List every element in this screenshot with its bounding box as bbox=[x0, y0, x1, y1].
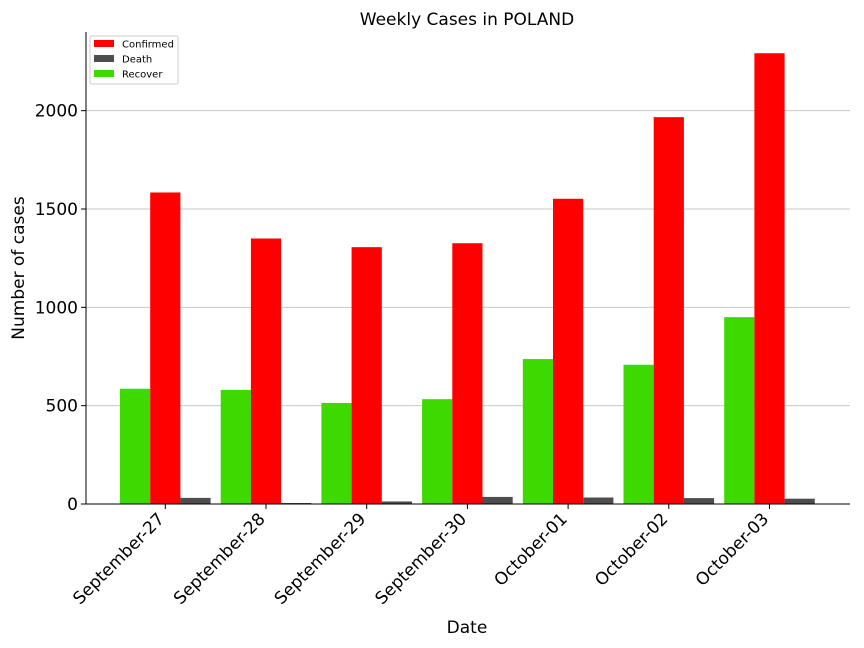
legend: Confirmed Death Recover bbox=[89, 35, 179, 85]
legend-label: Recover bbox=[122, 70, 163, 81]
bar-death bbox=[784, 498, 815, 504]
bar-death bbox=[381, 501, 412, 504]
bar-recover bbox=[522, 359, 553, 504]
bar-confirmed bbox=[553, 198, 584, 505]
x-tick-label: September-29 bbox=[271, 509, 370, 608]
x-tick-label: September-27 bbox=[69, 509, 168, 608]
bar-confirmed bbox=[452, 243, 483, 504]
legend-swatch bbox=[94, 40, 114, 47]
bar-recover bbox=[321, 402, 352, 504]
bar-confirmed bbox=[150, 192, 181, 505]
x-ticks: September-27 September-28 September-29 Sept… bbox=[69, 504, 773, 609]
y-tick-label: 2000 bbox=[35, 102, 78, 122]
y-tick-label: 1000 bbox=[35, 298, 78, 318]
x-tick-label: September-30 bbox=[371, 509, 470, 608]
bar-confirmed bbox=[653, 117, 684, 504]
y-axis-label: Number of cases bbox=[9, 196, 29, 340]
bar-death bbox=[683, 498, 715, 504]
bar-recover bbox=[623, 364, 654, 504]
x-tick-label: October-02 bbox=[591, 509, 672, 590]
y-ticks: 0 500 1000 1500 2000 bbox=[35, 102, 86, 515]
bar-death bbox=[180, 497, 211, 504]
bar-confirmed bbox=[754, 53, 785, 505]
x-axis-label: Date bbox=[447, 618, 488, 638]
chart-title: Weekly Cases in POLAND bbox=[360, 10, 574, 30]
bar-death bbox=[482, 496, 513, 504]
y-tick-label: 0 bbox=[67, 495, 78, 515]
legend-label: Confirmed bbox=[122, 40, 174, 51]
bar-confirmed bbox=[351, 247, 382, 505]
bar-death bbox=[583, 497, 614, 504]
legend-swatch bbox=[94, 55, 114, 62]
x-tick-label: October-01 bbox=[491, 509, 572, 590]
bar-recover bbox=[422, 399, 453, 504]
bar-recover bbox=[120, 388, 151, 504]
bar-recover bbox=[724, 317, 755, 504]
x-tick-label: October-03 bbox=[692, 509, 773, 590]
bar-confirmed bbox=[250, 238, 282, 504]
y-tick-label: 1500 bbox=[35, 200, 78, 220]
x-tick-label: September-28 bbox=[170, 509, 269, 608]
y-tick-label: 500 bbox=[46, 397, 78, 417]
bar-recover bbox=[220, 389, 251, 504]
legend-label: Death bbox=[122, 55, 152, 66]
bars bbox=[120, 53, 815, 505]
legend-swatch bbox=[94, 70, 114, 77]
